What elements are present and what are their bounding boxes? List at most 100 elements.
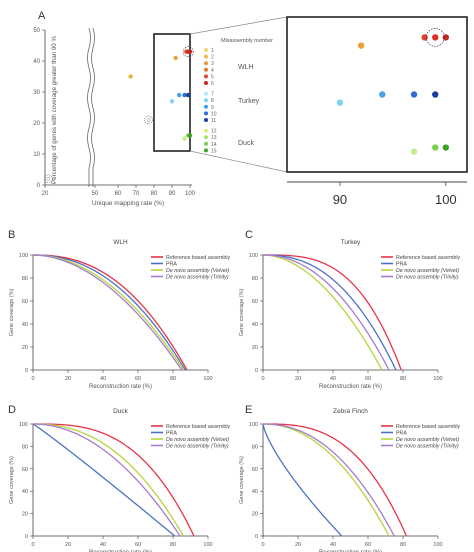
x-tick-label: 80 bbox=[400, 376, 406, 382]
data-point-a bbox=[146, 118, 151, 122]
outlier-ring-a bbox=[44, 174, 53, 184]
legend-a-number: 4 bbox=[211, 68, 214, 74]
series-line-trinity bbox=[32, 423, 181, 537]
zoom-box-a bbox=[153, 33, 191, 152]
series-line-trinity bbox=[32, 254, 183, 371]
legend-a-swatch bbox=[204, 91, 208, 96]
outlier-ring-a bbox=[144, 115, 153, 125]
x-tick-label-a: 50 bbox=[92, 191, 99, 197]
x-tick-label: 40 bbox=[100, 376, 106, 382]
series-line-trinity bbox=[262, 254, 390, 371]
inset-data-point bbox=[432, 91, 439, 98]
series-line-velvet bbox=[262, 254, 383, 371]
series-line-velvet bbox=[32, 423, 185, 537]
legend-a-swatch bbox=[204, 135, 208, 140]
y-tick-label: 40 bbox=[22, 489, 28, 495]
legend-a-swatch bbox=[204, 118, 208, 122]
data-point-a bbox=[187, 49, 193, 54]
legend-a-number: 10 bbox=[211, 111, 217, 117]
legend-a-group-turkey: Turkey bbox=[238, 98, 260, 105]
legend-a-swatch bbox=[204, 148, 208, 153]
x-tick-label: 60 bbox=[365, 542, 371, 548]
x-tick-label: 0 bbox=[31, 376, 34, 382]
legend-a-number: 1 bbox=[211, 48, 214, 54]
panel-letter-b: B bbox=[8, 229, 15, 241]
legend-label: Reference based assembly bbox=[396, 424, 461, 430]
legend-label: De novo assembly (Velvet) bbox=[396, 268, 459, 274]
legend-a-group-duck: Duck bbox=[238, 140, 254, 147]
y-tick-label: 0 bbox=[255, 368, 258, 374]
x-tick-label: 100 bbox=[203, 376, 212, 382]
legend-label: De novo assembly (Velvet) bbox=[166, 268, 229, 274]
chart-title: WLH bbox=[113, 239, 128, 246]
y-tick-label-a: 10 bbox=[33, 152, 40, 158]
x-tick-label: 60 bbox=[135, 376, 141, 382]
data-point-a bbox=[169, 99, 175, 104]
y-axis-label: Gene coverage (%) bbox=[9, 288, 15, 336]
legend-a-swatch bbox=[204, 54, 208, 59]
legend-a-swatch bbox=[204, 61, 208, 66]
legend-label: De novo assembly (Velvet) bbox=[166, 437, 229, 443]
x-tick-label: 40 bbox=[330, 542, 336, 548]
data-point-a bbox=[173, 55, 178, 61]
x-tick-label-a: 20 bbox=[42, 191, 49, 197]
inset-data-point bbox=[442, 144, 450, 151]
x-tick-label: 40 bbox=[330, 376, 336, 382]
x-tick-label-a: 70 bbox=[133, 191, 140, 197]
x-tick-label: 100 bbox=[433, 542, 442, 548]
data-point-a bbox=[128, 74, 133, 79]
series-line-pra bbox=[32, 423, 176, 537]
line-panel-d: 0 20 40 60 80 100 0 20 40 60 80 100 Duck Reconstructi… bbox=[9, 408, 231, 552]
inset-data-point bbox=[410, 91, 418, 98]
y-tick-label: 20 bbox=[252, 512, 258, 518]
y-axis-label: Gene coverage (%) bbox=[239, 288, 245, 336]
inset-data-point bbox=[410, 148, 418, 155]
panel-letter-a: A bbox=[38, 10, 46, 22]
legend-a-number: 5 bbox=[211, 74, 214, 80]
y-tick-label: 60 bbox=[22, 467, 28, 473]
y-tick-label: 40 bbox=[252, 322, 258, 328]
data-point-a bbox=[177, 92, 182, 98]
x-tick-label: 60 bbox=[135, 542, 141, 548]
legend-label: Reference based assembly bbox=[396, 255, 461, 261]
y-tick-label: 0 bbox=[255, 534, 258, 540]
inset-data-point bbox=[442, 34, 450, 41]
y-tick-label: 20 bbox=[22, 512, 28, 518]
y-tick-label: 20 bbox=[22, 345, 28, 351]
legend-a-number: 9 bbox=[211, 105, 214, 111]
x-tick-label: 0 bbox=[31, 542, 34, 548]
legend-label: PRA bbox=[166, 431, 177, 437]
x-tick-label: 0 bbox=[261, 542, 264, 548]
data-point-a bbox=[182, 92, 187, 98]
series-line-reference bbox=[32, 254, 188, 371]
x-tick-label: 20 bbox=[295, 376, 301, 382]
inset-data-point bbox=[432, 144, 439, 151]
x-axis-label-a: Unique mapping rate (%) bbox=[92, 200, 164, 207]
x-tick-label-a: 80 bbox=[151, 191, 158, 197]
y-tick-label-a: 20 bbox=[33, 121, 40, 127]
panel-letter-d: D bbox=[8, 404, 16, 416]
inset-data-point bbox=[357, 42, 365, 49]
series-line-reference bbox=[33, 423, 195, 537]
legend-a-number: 12 bbox=[211, 129, 217, 135]
y-tick-label: 20 bbox=[252, 345, 258, 351]
y-tick-label: 60 bbox=[252, 299, 258, 305]
x-tick-label: 0 bbox=[261, 376, 264, 382]
y-axis-label-a: Percentage of genes with coverage greate… bbox=[51, 36, 58, 184]
panel-letter-e: E bbox=[245, 404, 252, 416]
series-line-velvet bbox=[32, 254, 185, 371]
y-tick-label: 0 bbox=[25, 534, 28, 540]
legend-a-number: 7 bbox=[211, 92, 214, 98]
legend-a-swatch bbox=[204, 74, 208, 79]
legend-label: PRA bbox=[166, 262, 177, 268]
legend-label: PRA bbox=[396, 262, 407, 268]
chart-title: Zebra Finch bbox=[333, 408, 368, 415]
inset-data-point bbox=[379, 91, 386, 98]
legend-a-group-wlh: WLH bbox=[238, 64, 254, 71]
legend-a-number: 8 bbox=[211, 98, 214, 104]
cluster-ring-a bbox=[182, 46, 194, 58]
x-tick-label-a: 60 bbox=[115, 191, 122, 197]
x-tick-label-a: 90 bbox=[169, 191, 176, 197]
x-tick-label-a: 100 bbox=[185, 191, 196, 197]
data-point-a bbox=[186, 92, 191, 98]
